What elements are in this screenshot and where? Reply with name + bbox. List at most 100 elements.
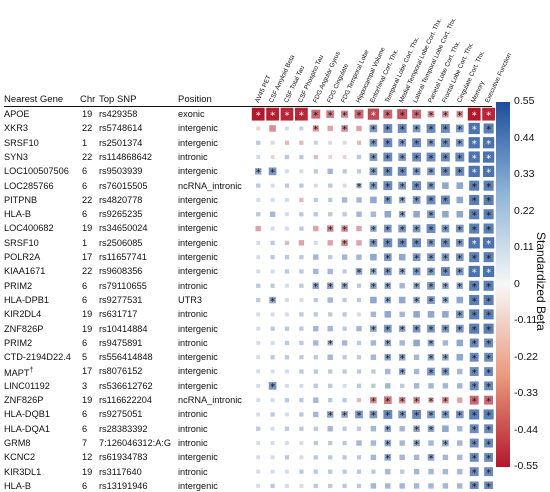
heatmap-cell	[440, 267, 450, 276]
significance-star: *	[457, 239, 462, 250]
significance-star: *	[429, 110, 434, 121]
heatmap-cell	[313, 369, 318, 374]
heatmap-cell	[341, 340, 348, 346]
heatmap-cell	[285, 198, 289, 202]
significance-star: *	[457, 282, 462, 293]
significance-star: *	[414, 168, 419, 179]
heatmap-cell	[455, 138, 464, 147]
heatmap-cell	[342, 269, 347, 274]
heatmap-cell	[442, 340, 449, 346]
significance-star: *	[486, 382, 491, 393]
significance-star: *	[429, 210, 434, 221]
significance-star: *	[342, 282, 347, 293]
heatmap-cell	[483, 252, 494, 263]
heatmap-cell	[311, 109, 321, 119]
heatmap-cell	[313, 312, 318, 317]
heatmap-cell	[455, 410, 464, 419]
heatmap-cell	[385, 383, 391, 389]
significance-star: *	[472, 311, 477, 322]
heatmap-cell	[370, 340, 377, 346]
row-gene: CTD-2194D22.4	[4, 352, 71, 363]
heatmap-cell	[427, 353, 435, 361]
significance-star: *	[429, 339, 434, 350]
heatmap-cell	[469, 395, 479, 405]
significance-star: *	[443, 296, 448, 307]
significance-star: *	[472, 253, 477, 264]
header-chr: Chr	[80, 94, 96, 105]
significance-star: *	[486, 325, 491, 336]
row-position: UTR3	[178, 294, 202, 305]
heatmap-cell	[270, 140, 275, 145]
row-gene: LINC01192	[4, 380, 50, 391]
colorbar-tick-label: 0.33	[514, 168, 535, 180]
heatmap-cell	[484, 452, 494, 462]
heatmap-cell	[428, 483, 434, 489]
heatmap-cell	[482, 137, 495, 149]
significance-star: *	[371, 411, 376, 422]
significance-star: *	[414, 282, 419, 293]
heatmap-cell	[442, 296, 449, 304]
heatmap-cell	[251, 107, 265, 121]
heatmap-cell	[356, 369, 362, 374]
significance-star: *	[371, 225, 376, 236]
heatmap-cell	[457, 454, 463, 461]
heatmap-cell	[356, 469, 362, 474]
heatmap-cell	[299, 283, 304, 288]
heatmap-cell	[256, 355, 261, 360]
significance-star: *	[486, 282, 491, 293]
significance-star: *	[429, 253, 434, 264]
heatmap-cell	[484, 381, 494, 391]
heatmap-cell	[370, 253, 377, 261]
heatmap-cell	[256, 326, 261, 331]
significance-star: *	[486, 268, 491, 279]
heatmap-cell	[398, 368, 406, 375]
significance-star: *	[443, 325, 448, 336]
heatmap-cell	[469, 209, 480, 220]
heatmap-cell	[412, 238, 422, 248]
heatmap-cell	[270, 183, 275, 188]
row-chr: 22	[82, 194, 93, 205]
heatmap-cell	[313, 297, 318, 303]
heatmap-cell	[356, 240, 362, 246]
row-position: intergenic	[178, 252, 218, 262]
significance-star: *	[429, 239, 434, 250]
heatmap-cell	[327, 354, 333, 360]
colorbar-tick-label: -0.11	[514, 314, 538, 326]
heatmap-cell	[384, 353, 392, 361]
heatmap-cell	[313, 268, 319, 275]
heatmap-cell	[442, 439, 449, 447]
heatmap-cell	[441, 410, 450, 419]
significance-star: *	[472, 239, 477, 250]
heatmap-cell	[413, 368, 420, 375]
heatmap-cell	[469, 323, 480, 334]
heatmap-cell	[457, 383, 463, 389]
row-gene: HLA-DQB1	[4, 409, 50, 420]
significance-star: *	[486, 339, 491, 350]
heatmap-cell	[299, 154, 304, 160]
heatmap-cell	[284, 326, 290, 331]
heatmap-cell	[469, 452, 479, 462]
heatmap-cell	[299, 212, 304, 217]
significance-star: *	[371, 125, 376, 136]
heatmap-cell	[356, 426, 362, 431]
row-chr: 19	[82, 466, 93, 477]
significance-star: *	[486, 311, 491, 322]
significance-star: *	[486, 210, 491, 221]
heatmap-cell	[483, 209, 494, 220]
heatmap-cell	[469, 338, 479, 348]
heatmap-cell	[427, 253, 435, 262]
significance-star: *	[270, 110, 275, 121]
heatmap-cell	[341, 239, 348, 247]
heatmap-cell	[469, 223, 480, 234]
significance-star: *	[414, 182, 419, 193]
row-gene: APOE	[4, 109, 30, 119]
row-position: intergenic	[178, 452, 218, 463]
row-snp: rs76015505	[99, 180, 148, 191]
heatmap-cell	[341, 225, 348, 232]
heatmap-cell	[270, 240, 275, 245]
row-position: intronic	[178, 423, 208, 434]
heatmap-cell	[285, 126, 289, 131]
heatmap-cell	[328, 469, 333, 474]
heatmap-cell	[328, 255, 333, 260]
heatmap-cell	[412, 124, 421, 133]
